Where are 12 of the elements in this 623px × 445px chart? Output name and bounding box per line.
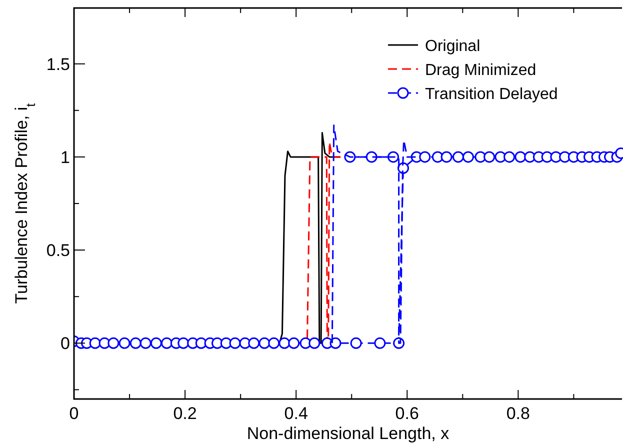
y-tick-label: 1.5 xyxy=(46,54,70,74)
legend-label: Drag Minimized xyxy=(425,62,536,79)
x-tick-label: 0.6 xyxy=(395,404,419,423)
x-tick-label: 0.4 xyxy=(284,404,308,423)
legend-label: Transition Delayed xyxy=(425,86,558,103)
x-tick-label: 0.2 xyxy=(173,404,197,423)
y-tick-label: 0 xyxy=(60,334,70,354)
x-tick-label: 0.8 xyxy=(506,404,530,423)
x-axis-title: Non-dimensional Length, x xyxy=(246,424,450,443)
y-tick-label: 1 xyxy=(60,148,70,167)
legend-label: Original xyxy=(425,38,480,55)
y-tick-label: 0.5 xyxy=(46,241,70,260)
